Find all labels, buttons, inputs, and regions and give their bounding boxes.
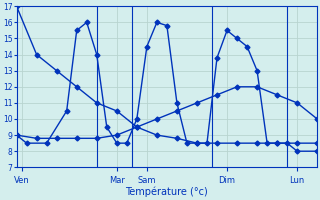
- X-axis label: Température (°c): Température (°c): [125, 187, 208, 197]
